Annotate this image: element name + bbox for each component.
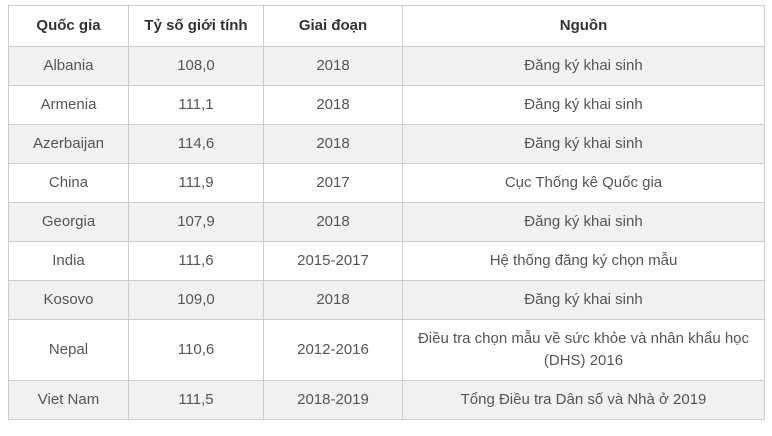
- cell-period: 2018: [263, 85, 403, 125]
- table-row: Azerbaijan 114,6 2018 Đăng ký khai sinh: [8, 124, 765, 164]
- cell-country: India: [8, 241, 129, 281]
- cell-period: 2017: [263, 163, 403, 203]
- table-row: Albania 108,0 2018 Đăng ký khai sinh: [8, 46, 765, 86]
- table-row: Armenia 111,1 2018 Đăng ký khai sinh: [8, 85, 765, 125]
- sex-ratio-by-country-table: Quốc gia Tỷ số giới tính Giai đoạn Nguồn…: [8, 5, 765, 420]
- cell-sex-ratio: 107,9: [128, 202, 264, 242]
- cell-period: 2018-2019: [263, 380, 403, 420]
- cell-source: Hệ thống đăng ký chọn mẫu: [402, 241, 765, 281]
- cell-country: Nepal: [8, 319, 129, 381]
- cell-country: Georgia: [8, 202, 129, 242]
- table-row: Kosovo 109,0 2018 Đăng ký khai sinh: [8, 280, 765, 320]
- cell-sex-ratio: 111,5: [128, 380, 264, 420]
- cell-source: Đăng ký khai sinh: [402, 280, 765, 320]
- cell-source: Đăng ký khai sinh: [402, 202, 765, 242]
- cell-sex-ratio: 108,0: [128, 46, 264, 86]
- table-row: India 111,6 2015-2017 Hệ thống đăng ký c…: [8, 241, 765, 281]
- cell-source: Cục Thống kê Quốc gia: [402, 163, 765, 203]
- cell-source: Đăng ký khai sinh: [402, 124, 765, 164]
- column-header-country: Quốc gia: [8, 5, 129, 47]
- table-row: Nepal 110,6 2012-2016 Điều tra chọn mẫu …: [8, 319, 765, 381]
- cell-source: Điều tra chọn mẫu về sức khỏe và nhân kh…: [402, 319, 765, 381]
- cell-sex-ratio: 109,0: [128, 280, 264, 320]
- cell-period: 2012-2016: [263, 319, 403, 381]
- cell-country: Azerbaijan: [8, 124, 129, 164]
- cell-country: China: [8, 163, 129, 203]
- cell-sex-ratio: 110,6: [128, 319, 264, 381]
- cell-sex-ratio: 114,6: [128, 124, 264, 164]
- cell-period: 2015-2017: [263, 241, 403, 281]
- cell-source: Tổng Điều tra Dân số và Nhà ở 2019: [402, 380, 765, 420]
- table-row: China 111,9 2017 Cục Thống kê Quốc gia: [8, 163, 765, 203]
- cell-country: Armenia: [8, 85, 129, 125]
- cell-period: 2018: [263, 280, 403, 320]
- cell-sex-ratio: 111,6: [128, 241, 264, 281]
- column-header-source: Nguồn: [402, 5, 765, 47]
- cell-period: 2018: [263, 202, 403, 242]
- cell-period: 2018: [263, 124, 403, 164]
- table-row: Georgia 107,9 2018 Đăng ký khai sinh: [8, 202, 765, 242]
- cell-country: Kosovo: [8, 280, 129, 320]
- cell-sex-ratio: 111,1: [128, 85, 264, 125]
- column-header-sex-ratio: Tỷ số giới tính: [128, 5, 264, 47]
- cell-period: 2018: [263, 46, 403, 86]
- cell-sex-ratio: 111,9: [128, 163, 264, 203]
- table-row: Viet Nam 111,5 2018-2019 Tổng Điều tra D…: [8, 380, 765, 420]
- cell-source: Đăng ký khai sinh: [402, 85, 765, 125]
- cell-country: Viet Nam: [8, 380, 129, 420]
- column-header-period: Giai đoạn: [263, 5, 403, 47]
- cell-country: Albania: [8, 46, 129, 86]
- header-row: Quốc gia Tỷ số giới tính Giai đoạn Nguồn: [8, 5, 765, 47]
- cell-source: Đăng ký khai sinh: [402, 46, 765, 86]
